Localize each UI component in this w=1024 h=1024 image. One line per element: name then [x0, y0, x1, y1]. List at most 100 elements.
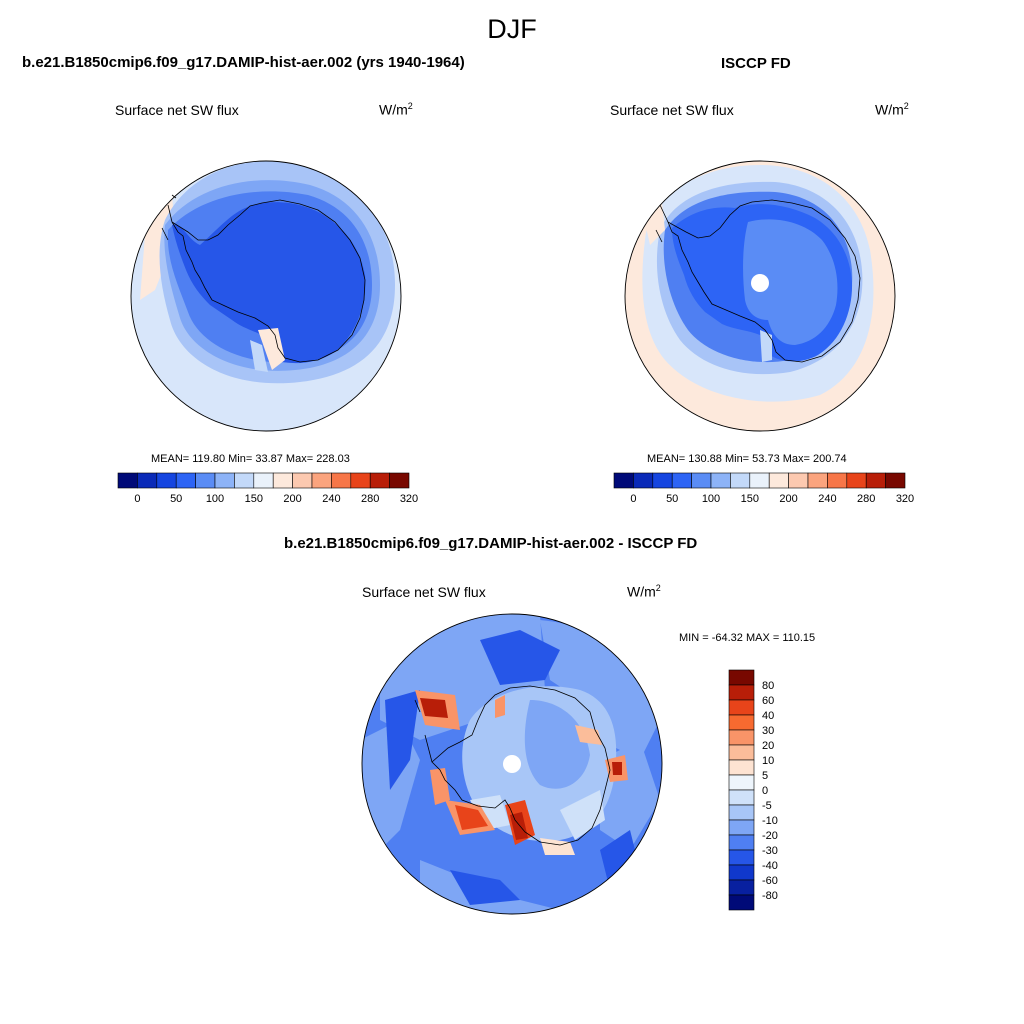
colorbar-3-tick-label: 80: [762, 680, 774, 692]
colorbar-3-swatch: [728, 714, 755, 731]
map-1-peninsula-outline: [161, 194, 177, 241]
colorbar-2-swatch: [633, 472, 654, 489]
colorbar-2-tick-label: 100: [702, 493, 720, 505]
colorbar-1-tick-label: 280: [361, 493, 379, 505]
colorbar-2-swatch: [807, 472, 828, 489]
colorbar-1-swatch: [389, 472, 410, 489]
colorbar-2-tick-label: 240: [818, 493, 836, 505]
colorbar-1-swatch: [234, 472, 255, 489]
colorbar-3-swatch: [728, 699, 755, 716]
colorbar-3-tick-label: 30: [762, 725, 774, 737]
colorbar-1-tick-label: 100: [206, 493, 224, 505]
colorbar-2-tick-label: 50: [666, 493, 678, 505]
colorbar-3-tick-label: -30: [762, 845, 778, 857]
colorbar-2-swatch: [749, 472, 770, 489]
panel-3-variable-label: Surface net SW flux: [362, 584, 486, 600]
colorbar-3-swatch: [728, 864, 755, 881]
colorbar-3-tick-label: -60: [762, 875, 778, 887]
panel-1-variable-label: Surface net SW flux: [115, 102, 239, 118]
colorbar-1-swatch: [311, 472, 332, 489]
colorbar-1-swatch: [214, 472, 235, 489]
panel-2-units: W/m2: [875, 101, 909, 118]
map-1-coastline: [171, 199, 366, 363]
colorbar-1-swatch: [331, 472, 352, 489]
colorbar-1-tick-label: 240: [322, 493, 340, 505]
colorbar-1-swatch: [137, 472, 158, 489]
colorbar-3-tick-label: 0: [762, 785, 768, 797]
colorbar-1-swatch: [253, 472, 274, 489]
colorbar-3-swatch: [728, 789, 755, 806]
colorbar-3-swatch: [728, 759, 755, 776]
colorbar-3-swatch: [728, 774, 755, 791]
map-3-boundary: [361, 613, 663, 915]
map-2-peninsula-outline: [655, 204, 669, 243]
colorbar-3-tick-label: -5: [762, 800, 772, 812]
map-3-peninsula-outline: [414, 699, 433, 763]
panel-1-title: b.e21.B1850cmip6.f09_g17.DAMIP-hist-aer.…: [22, 54, 465, 71]
colorbar-3-swatch: [728, 879, 755, 896]
panel-3-title: b.e21.B1850cmip6.f09_g17.DAMIP-hist-aer.…: [284, 535, 698, 552]
panel-2-title: ISCCP FD: [721, 55, 791, 72]
colorbar-2-swatch: [827, 472, 848, 489]
colorbar-2-swatch: [865, 472, 886, 489]
panel-1-stats: MEAN= 119.80 Min= 33.87 Max= 228.03: [151, 453, 350, 465]
colorbar-2-swatch: [885, 472, 906, 489]
colorbar-3-tick-label: 10: [762, 755, 774, 767]
colorbar-1-swatch: [369, 472, 390, 489]
colorbar-2-swatch: [671, 472, 692, 489]
colorbar-2-swatch: [652, 472, 673, 489]
colorbar-3-tick-label: 60: [762, 695, 774, 707]
colorbar-3-tick-label: -10: [762, 815, 778, 827]
panel-3-stats: MIN = -64.32 MAX = 110.15: [679, 632, 816, 644]
colorbar-3-swatch: [728, 849, 755, 866]
colorbar-2-tick-label: 0: [630, 493, 636, 505]
map-3-coastline: [431, 685, 611, 846]
colorbar-2: 0 50 100 150 200 240 280 320: [613, 472, 914, 505]
map-1-field: [131, 161, 401, 431]
colorbar-1-swatch: [156, 472, 177, 489]
map-2-boundary: [624, 160, 896, 432]
colorbar-1-swatch: [272, 472, 293, 489]
colorbar-1: 0 50 100 150 200 240 280 320: [117, 472, 418, 505]
colorbar-3-swatch: [728, 804, 755, 821]
colorbar-1-swatch: [292, 472, 313, 489]
colorbar-3-tick-label: 40: [762, 710, 774, 722]
colorbar-3-swatch: [728, 669, 755, 686]
colorbar-2-swatch: [730, 472, 751, 489]
colorbar-2-tick-label: 200: [779, 493, 797, 505]
colorbar-3-swatch: [728, 744, 755, 761]
colorbar-3-tick-label: -20: [762, 830, 778, 842]
panel-3-units: W/m2: [627, 583, 661, 600]
colorbar-2-swatch: [691, 472, 712, 489]
page-title: DJF: [487, 14, 537, 44]
panel-2-stats: MEAN= 130.88 Min= 53.73 Max= 200.74: [647, 453, 847, 465]
colorbar-1-tick-label: 0: [134, 493, 140, 505]
colorbar-1-tick-label: 320: [400, 493, 418, 505]
colorbar-3-swatch: [728, 819, 755, 836]
colorbar-3-tick-label: 5: [762, 770, 768, 782]
colorbar-3-swatch: [728, 834, 755, 851]
map-3: [361, 613, 663, 915]
map-1-boundary: [130, 160, 402, 432]
colorbar-3-tick-label: -40: [762, 860, 778, 872]
colorbar-1-swatch: [117, 472, 138, 489]
map-2-coastline: [667, 199, 861, 363]
map-2: [624, 160, 896, 432]
map-3-pole-mask: [503, 755, 521, 773]
colorbar-1-tick-label: 150: [245, 493, 263, 505]
colorbar-2-tick-label: 320: [896, 493, 914, 505]
colorbar-3-tick-label: -80: [762, 890, 778, 902]
colorbar-3-swatch: [728, 684, 755, 701]
colorbar-2-swatch: [846, 472, 867, 489]
map-2-pole-mask: [751, 274, 769, 292]
colorbar-1-tick-label: 50: [170, 493, 182, 505]
colorbar-1-tick-label: 200: [283, 493, 301, 505]
colorbar-3: 80 60 40 30 20 10 5 0 -5 -10 -20 -30 -40 -60 -80: [728, 669, 778, 911]
colorbar-3-swatch: [728, 729, 755, 746]
colorbar-1-swatch: [195, 472, 216, 489]
colorbar-3-tick-label: 20: [762, 740, 774, 752]
colorbar-1-swatch: [350, 472, 371, 489]
colorbar-2-tick-label: 150: [741, 493, 759, 505]
map-1: [130, 160, 402, 432]
